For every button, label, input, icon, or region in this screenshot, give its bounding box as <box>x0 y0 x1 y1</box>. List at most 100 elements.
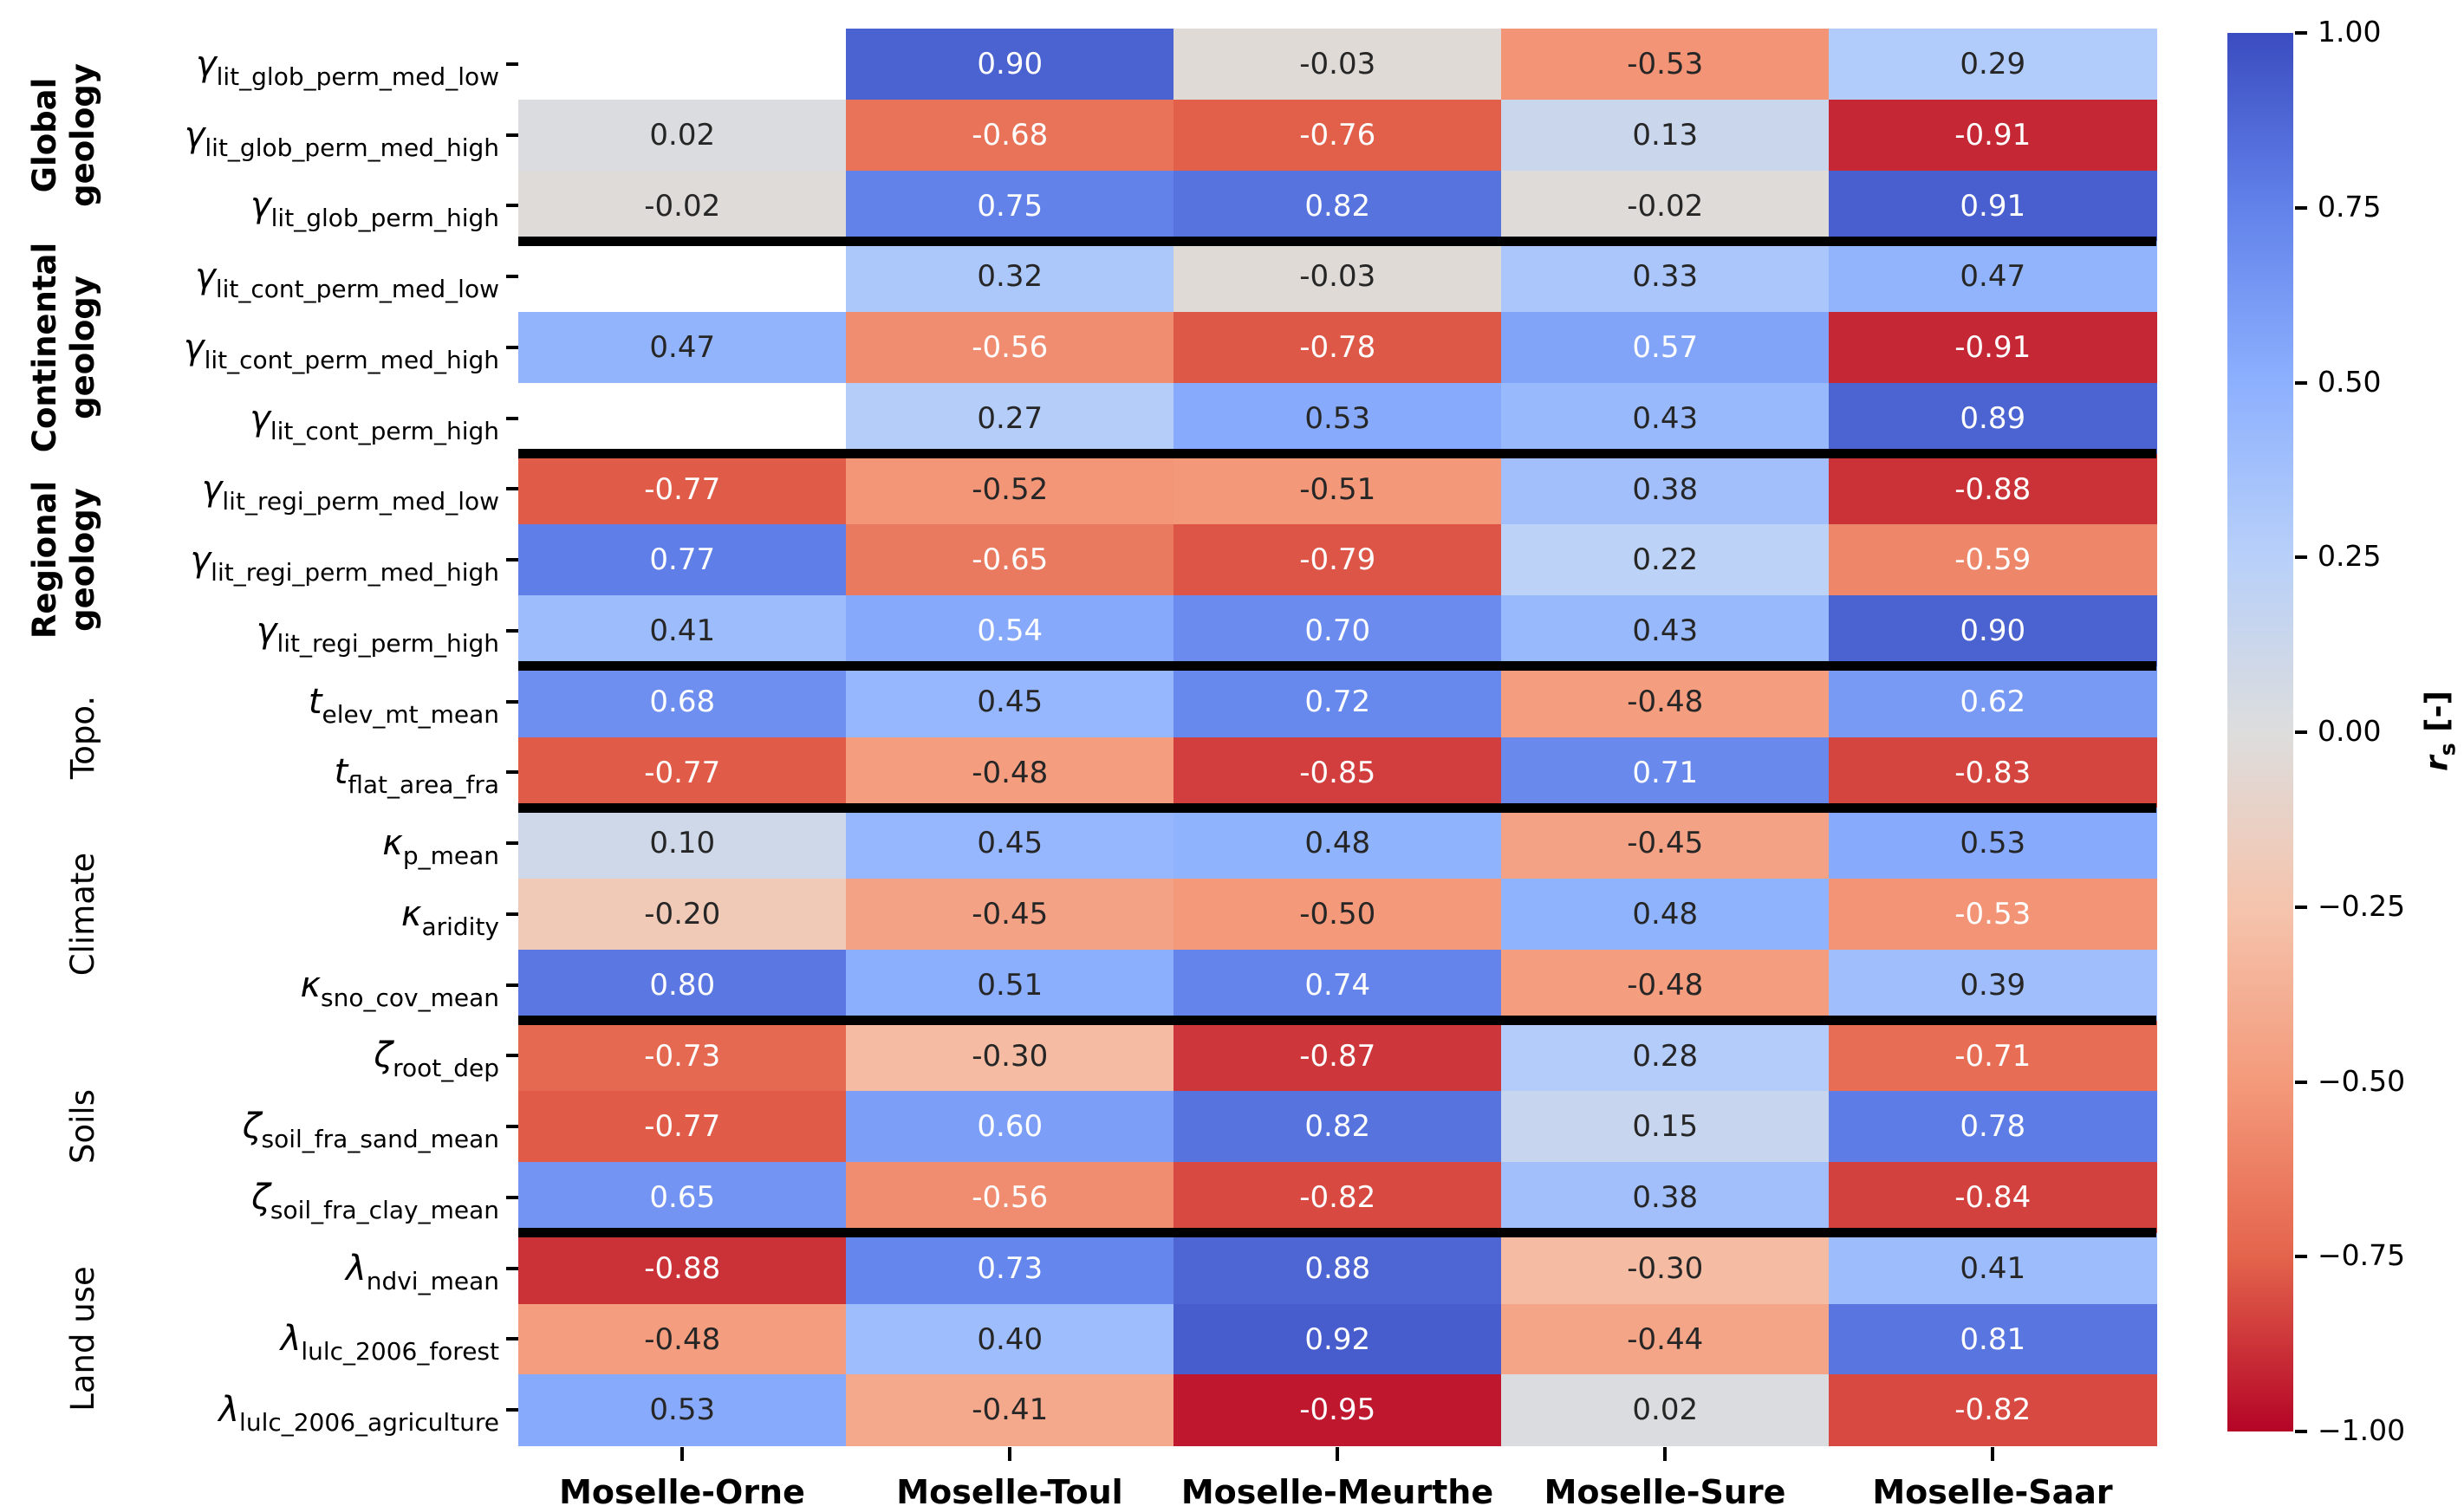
heatmap-cell: -0.45 <box>846 879 1174 951</box>
row-label-subscript: lit_regi_perm_high <box>276 628 499 658</box>
colorbar-tick <box>2295 205 2307 210</box>
heatmap-cell: 0.53 <box>1829 808 2157 880</box>
cell-value: -0.91 <box>1954 330 2032 366</box>
heatmap-cell <box>518 382 847 455</box>
colorbar-tick-label: −0.25 <box>2318 888 2406 923</box>
heatmap-cell: 0.62 <box>1829 665 2157 738</box>
heatmap-cell: -0.79 <box>1173 524 1502 596</box>
y-tick <box>506 1408 518 1412</box>
cell-value: 0.48 <box>1632 897 1699 932</box>
heatmap-cell: -0.03 <box>1173 29 1502 101</box>
cell-value: -0.20 <box>644 897 721 932</box>
heatmap-cell: -0.53 <box>1829 879 2157 951</box>
row-label: γlit_regi_perm_med_low <box>0 463 499 516</box>
heatmap-cell: 0.78 <box>1829 1091 2157 1163</box>
cell-value: 0.32 <box>977 259 1043 295</box>
heatmap-cell: 0.41 <box>518 595 847 667</box>
heatmap-cell: 0.10 <box>518 808 847 880</box>
heatmap-cell: -0.02 <box>518 170 847 242</box>
cell-value: -0.56 <box>972 330 1049 366</box>
cell-value: -0.52 <box>972 471 1049 507</box>
cell-value: 0.53 <box>649 1392 716 1428</box>
cell-value: -0.68 <box>972 117 1049 153</box>
y-tick <box>506 1054 518 1058</box>
heatmap-cell: 0.02 <box>518 99 847 172</box>
cell-value: -0.95 <box>1299 1392 1376 1428</box>
cell-value: -0.56 <box>972 1180 1049 1216</box>
cell-value: 0.81 <box>1960 1321 2026 1357</box>
cell-value: -0.44 <box>1627 1321 1704 1357</box>
heatmap-cell: 0.15 <box>1501 1091 1830 1163</box>
cell-value: -0.77 <box>644 1109 721 1145</box>
cell-value: 0.82 <box>1304 188 1371 224</box>
colorbar-tick <box>2295 380 2307 385</box>
cell-value: -0.48 <box>644 1321 721 1357</box>
cell-value: -0.88 <box>644 1250 721 1286</box>
heatmap-cell: 0.73 <box>846 1232 1174 1305</box>
row-label: tflat_area_fra <box>0 746 499 800</box>
colorbar-axis-label: rs [-] <box>2420 653 2461 809</box>
heatmap-cell: 0.92 <box>1173 1303 1502 1375</box>
heatmap-cell: 0.29 <box>1829 29 2157 101</box>
cell-value: 0.65 <box>649 1180 716 1216</box>
cell-value: 0.53 <box>1304 400 1371 436</box>
cell-value: 0.39 <box>1960 967 2026 1003</box>
cell-value: 0.53 <box>1960 826 2026 861</box>
heatmap-cell: 0.82 <box>1173 170 1502 242</box>
row-label: γlit_regi_perm_med_high <box>0 534 500 587</box>
cell-value: -0.51 <box>1299 471 1376 507</box>
colorbar-tick-label: 0.50 <box>2318 364 2382 399</box>
cell-value: 0.29 <box>1960 47 2026 82</box>
cell-value: 0.43 <box>1632 400 1699 436</box>
row-label: ζsoil_fra_clay_mean <box>0 1172 499 1224</box>
cell-value: 0.48 <box>1304 826 1371 861</box>
y-tick <box>506 487 518 491</box>
cell-value: 0.91 <box>1960 188 2026 224</box>
row-label-subscript: soil_fra_clay_mean <box>270 1195 499 1224</box>
heatmap-cell: 0.43 <box>1501 595 1830 667</box>
column-label: Moselle-Sure <box>1544 1473 1786 1506</box>
row-label: ζroot_dep <box>0 1029 499 1082</box>
row-label-subscript: flat_area_fra <box>348 770 499 800</box>
row-label-symbol: γ <box>190 540 211 581</box>
row-label-subscript: soil_fra_sand_mean <box>261 1125 499 1154</box>
cell-value: 0.88 <box>1304 1250 1371 1286</box>
row-label-subscript: lit_glob_perm_med_low <box>216 62 499 91</box>
heatmap-cell: -0.91 <box>1829 312 2157 384</box>
cell-value: 0.71 <box>1632 755 1699 790</box>
row-label: telev_mt_mean <box>0 676 499 729</box>
heatmap-cell: 0.71 <box>1501 737 1830 808</box>
cell-value: -0.71 <box>1954 1038 2032 1074</box>
heatmap-cell: -0.88 <box>1829 453 2157 525</box>
heatmap-cell: 0.68 <box>518 665 847 738</box>
row-label-subscript: ndvi_mean <box>366 1266 499 1295</box>
cell-value: 0.41 <box>1960 1250 2026 1286</box>
cell-value: 0.28 <box>1632 1038 1699 1074</box>
heatmap-cell: -0.91 <box>1829 99 2157 172</box>
heatmap-cell: 0.60 <box>846 1091 1174 1163</box>
heatmap-cell: -0.71 <box>1829 1020 2157 1092</box>
cell-value: 0.13 <box>1632 117 1699 153</box>
group-separator <box>518 236 2156 246</box>
row-label: κaridity <box>0 888 499 941</box>
cell-value: -0.73 <box>644 1038 721 1074</box>
row-label-subscript: lit_cont_perm_med_high <box>204 345 499 374</box>
heatmap-cell: 0.45 <box>846 665 1174 738</box>
heatmap-cell: 0.39 <box>1829 949 2157 1022</box>
heatmap-cell: 0.13 <box>1501 99 1830 172</box>
cell-value: -0.82 <box>1299 1180 1376 1216</box>
heatmap-cell: -0.76 <box>1173 99 1502 172</box>
row-label-symbol: γ <box>183 327 205 367</box>
heatmap-cell: -0.85 <box>1173 737 1502 808</box>
heatmap-cell: 0.33 <box>1501 241 1830 313</box>
colorbar-label-subscript: s <box>2435 743 2461 756</box>
heatmap-cell: 0.72 <box>1173 665 1502 738</box>
row-label-symbol: κ <box>382 823 403 864</box>
group-separator <box>518 1016 2156 1025</box>
cell-value: 0.68 <box>649 684 716 719</box>
y-tick <box>506 699 518 704</box>
heatmap-cell: -0.53 <box>1501 29 1830 101</box>
heatmap-cell: -0.30 <box>846 1020 1174 1092</box>
row-label-subscript: lit_cont_perm_med_low <box>215 275 499 304</box>
